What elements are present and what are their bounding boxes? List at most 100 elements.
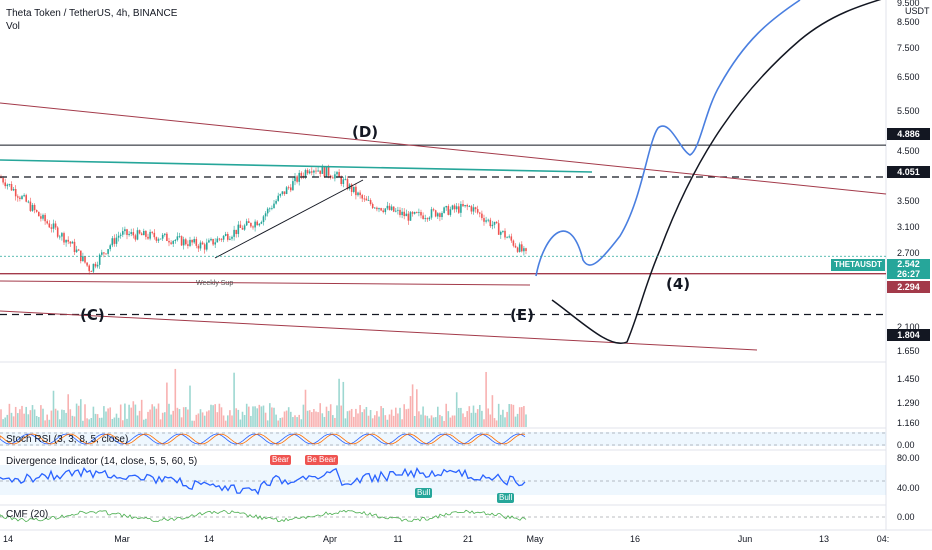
volume-bar bbox=[451, 415, 454, 427]
candle-body bbox=[233, 229, 235, 237]
volume-bar bbox=[292, 417, 294, 427]
candle-body bbox=[187, 244, 189, 246]
teal-resistance-line bbox=[0, 159, 593, 173]
volume-bar bbox=[103, 406, 105, 427]
volume-bar bbox=[338, 378, 340, 427]
candle-body bbox=[361, 195, 363, 199]
volume-bar bbox=[42, 408, 44, 427]
candle-body bbox=[485, 220, 487, 222]
volume-bar bbox=[334, 417, 336, 427]
candle-body bbox=[218, 238, 221, 240]
candle-body bbox=[325, 167, 328, 177]
candle-body bbox=[342, 179, 345, 184]
volume-bar bbox=[38, 417, 40, 427]
volume-bar bbox=[254, 406, 256, 427]
volume-bar bbox=[397, 413, 399, 427]
volume-bar bbox=[302, 404, 305, 427]
volume-bar bbox=[124, 403, 126, 427]
candle-body bbox=[525, 248, 527, 252]
bear-badge: Bear bbox=[270, 455, 291, 465]
volume-bar bbox=[44, 420, 46, 427]
candle-body bbox=[67, 239, 69, 242]
candle-body bbox=[304, 170, 307, 177]
candle-body bbox=[432, 209, 435, 211]
candle-body bbox=[138, 230, 141, 234]
volume-bar bbox=[0, 409, 2, 427]
candle-body bbox=[449, 209, 452, 215]
candle-body bbox=[283, 191, 286, 195]
candle-body bbox=[17, 196, 19, 198]
candle-body bbox=[73, 241, 76, 253]
candle-body bbox=[350, 184, 353, 192]
volume-bar bbox=[315, 411, 317, 427]
candle-body bbox=[443, 207, 445, 213]
volume-bar bbox=[136, 415, 139, 427]
candle-body bbox=[378, 208, 380, 210]
candle-body bbox=[397, 209, 399, 211]
volume-bar bbox=[222, 415, 225, 427]
volume-bar bbox=[416, 389, 418, 427]
volume-bar bbox=[143, 419, 145, 427]
volume-bar bbox=[98, 417, 101, 427]
volume-bar bbox=[199, 409, 202, 427]
volume-tick: 1.290 bbox=[897, 398, 920, 408]
candle-body bbox=[264, 213, 267, 217]
candle-body bbox=[143, 230, 145, 236]
candle-body bbox=[212, 238, 214, 245]
candle-body bbox=[23, 195, 25, 197]
volume-bar bbox=[321, 413, 324, 427]
volume-bar bbox=[189, 385, 191, 427]
candle-body bbox=[174, 239, 177, 242]
candle-body bbox=[327, 167, 330, 176]
candle-body bbox=[298, 172, 300, 182]
candle-body bbox=[407, 213, 410, 221]
candle-body bbox=[401, 211, 403, 216]
last-price-tag: 2.542 bbox=[887, 259, 930, 269]
candle-body bbox=[229, 238, 231, 240]
candle-body bbox=[353, 186, 355, 192]
candle-body bbox=[153, 232, 156, 238]
volume-bar bbox=[29, 410, 32, 427]
candle-body bbox=[424, 218, 426, 219]
price-tick: 5.500 bbox=[897, 106, 920, 116]
candle-body bbox=[40, 216, 42, 219]
candle-body bbox=[392, 206, 395, 212]
candle-body bbox=[27, 201, 30, 203]
volume-bar bbox=[342, 381, 345, 427]
volume-bar bbox=[405, 409, 408, 427]
volume-bar bbox=[176, 407, 179, 427]
price-tick: 2.100 bbox=[897, 322, 920, 332]
volume-bar bbox=[155, 408, 158, 427]
volume-bar bbox=[153, 406, 156, 427]
volume-bar bbox=[214, 404, 216, 427]
divergence-line bbox=[0, 466, 526, 496]
volume-bar bbox=[96, 414, 99, 427]
volume-bar bbox=[40, 405, 42, 427]
candle-body bbox=[416, 212, 418, 213]
volume-bar bbox=[212, 405, 214, 427]
volume-bar bbox=[56, 410, 59, 427]
candle-body bbox=[384, 208, 387, 213]
volume-bar bbox=[65, 412, 67, 427]
candle-body bbox=[136, 230, 139, 240]
volume-bar bbox=[187, 409, 189, 427]
candle-body bbox=[71, 241, 74, 244]
candle-body bbox=[170, 242, 172, 244]
volume-bar bbox=[443, 420, 445, 427]
bear-badge: Be bbox=[305, 455, 319, 465]
candle-body bbox=[86, 262, 88, 266]
divergence-tick: 40.00 bbox=[897, 483, 920, 493]
candle-body bbox=[474, 207, 477, 210]
volume-bar bbox=[441, 416, 443, 427]
volume-bar bbox=[73, 416, 76, 427]
volume-bar bbox=[33, 409, 36, 427]
volume-bar bbox=[233, 372, 235, 427]
candle-body bbox=[132, 232, 135, 236]
candle-body bbox=[252, 226, 254, 228]
volume-bar bbox=[201, 412, 204, 427]
candle-body bbox=[386, 205, 389, 209]
candle-body bbox=[214, 242, 216, 245]
volume-bar bbox=[262, 405, 265, 427]
candle-body bbox=[302, 175, 305, 177]
